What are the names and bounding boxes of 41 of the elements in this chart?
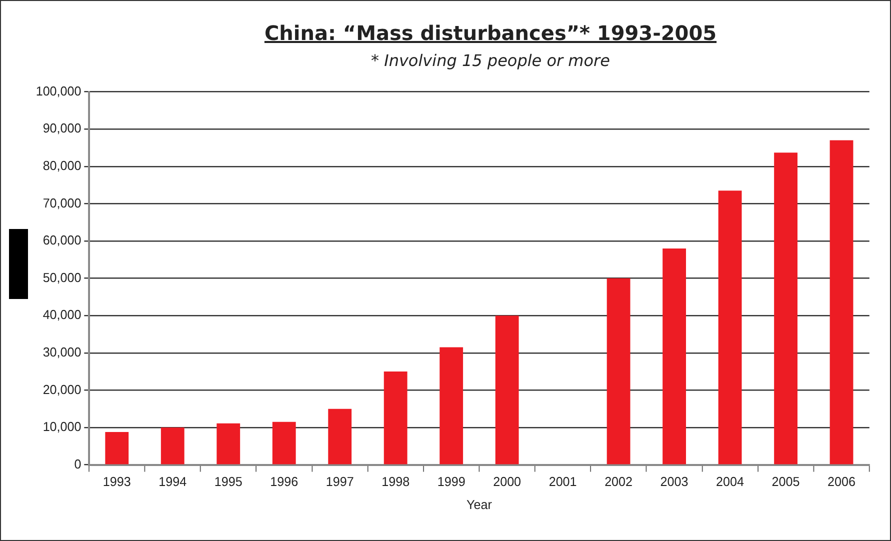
x-tick-label: 2006 xyxy=(828,474,856,490)
y-tick-label: 0 xyxy=(74,456,82,472)
bar xyxy=(440,347,464,464)
x-tick-label: 1993 xyxy=(102,474,131,490)
x-tick-label: 2000 xyxy=(493,474,522,490)
y-tick-label: 30,000 xyxy=(42,344,82,360)
y-tick-label: 80,000 xyxy=(42,158,82,174)
bar xyxy=(606,278,630,464)
x-tick-label: 2001 xyxy=(548,474,577,490)
chart-title: China: “Mass disturbances”* 1993-2005 xyxy=(263,21,717,45)
bar xyxy=(328,408,352,464)
bar xyxy=(105,432,129,464)
x-tick-label: 2004 xyxy=(716,474,744,490)
bar xyxy=(160,428,184,464)
y-tick-label: 50,000 xyxy=(42,270,82,285)
y-tick-label: 40,000 xyxy=(42,306,82,322)
y-tick-label: 20,000 xyxy=(42,382,82,397)
y-tick-label: 10,000 xyxy=(42,418,82,434)
x-tick-label: 1999 xyxy=(437,474,466,490)
bar xyxy=(272,422,296,464)
bar xyxy=(216,423,240,464)
bar xyxy=(830,140,854,464)
bar xyxy=(495,316,519,464)
x-tick-label: 1995 xyxy=(214,474,242,490)
bar xyxy=(384,372,408,464)
y-tick-label: 60,000 xyxy=(42,232,82,248)
x-tick-label: 2002 xyxy=(604,474,633,490)
y-tick-label: 90,000 xyxy=(42,120,82,136)
bar xyxy=(774,152,798,464)
x-tick-label: 2005 xyxy=(772,474,800,490)
bar xyxy=(718,190,742,464)
bar xyxy=(662,248,686,464)
y-tick-label: 70,000 xyxy=(42,195,82,210)
x-tick-label: 1996 xyxy=(270,474,298,490)
x-tick-label: 1997 xyxy=(326,474,354,490)
chart-subtitle: * Involving 15 people or more xyxy=(370,51,611,70)
x-tick-label: 1998 xyxy=(382,474,410,490)
x-tick-label: 1994 xyxy=(158,474,187,490)
x-tick-label: 2003 xyxy=(660,474,688,490)
y-tick-label: 100,000 xyxy=(36,83,82,98)
x-axis-title: Year xyxy=(466,496,493,512)
